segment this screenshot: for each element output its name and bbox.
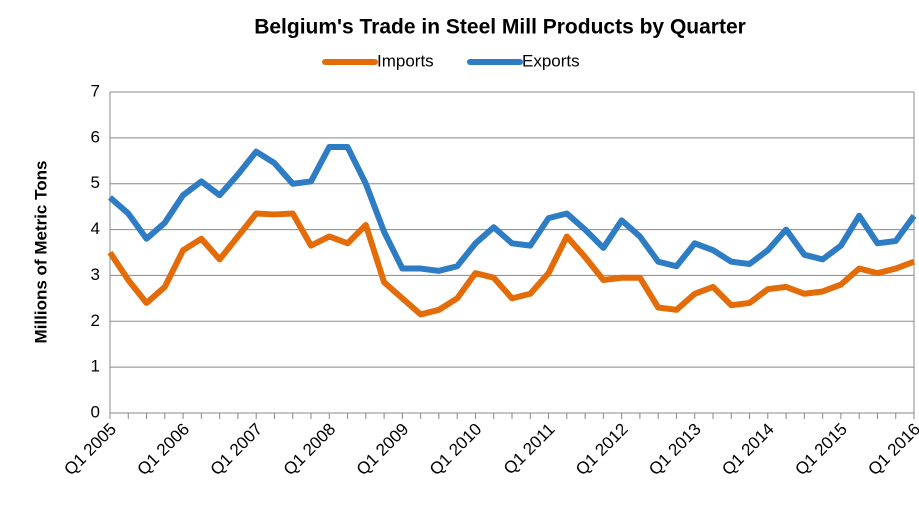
y-tick-label: 7: [91, 81, 100, 100]
x-tick-label: Q1 2012: [572, 420, 632, 480]
x-tick-label: Q1 2016: [864, 420, 919, 480]
x-tick-label: Q1 2007: [207, 420, 267, 480]
x-tick-label: Q1 2008: [280, 420, 340, 480]
x-tick-label: Q1 2010: [426, 420, 486, 480]
series-line: [107, 210, 916, 318]
y-tick-label: 3: [91, 265, 100, 284]
chart-title: Belgium's Trade in Steel Mill Products b…: [254, 16, 746, 39]
x-tick-label: Q1 2006: [134, 420, 194, 480]
y-tick-label: 1: [91, 357, 100, 376]
x-tick-label: Q1 2009: [353, 420, 413, 480]
x-tick-label: Q1 2011: [500, 420, 559, 479]
y-tick-label: 4: [91, 219, 100, 238]
x-tick-label: Q1 2005: [60, 420, 120, 480]
y-tick-label: 6: [91, 127, 100, 146]
y-tick-label: 2: [91, 311, 100, 330]
x-tick-label: Q1 2014: [718, 420, 778, 480]
y-axis-label: Millions of Metric Tons: [31, 161, 50, 344]
legend-label: Exports: [522, 51, 580, 70]
y-tick-label: 0: [91, 402, 100, 421]
y-tick-label: 5: [91, 173, 100, 192]
x-tick-label: Q1 2015: [791, 420, 851, 480]
x-tick-label: Q1 2013: [645, 420, 705, 480]
legend-label: Imports: [377, 51, 434, 70]
series-line: [108, 144, 917, 274]
